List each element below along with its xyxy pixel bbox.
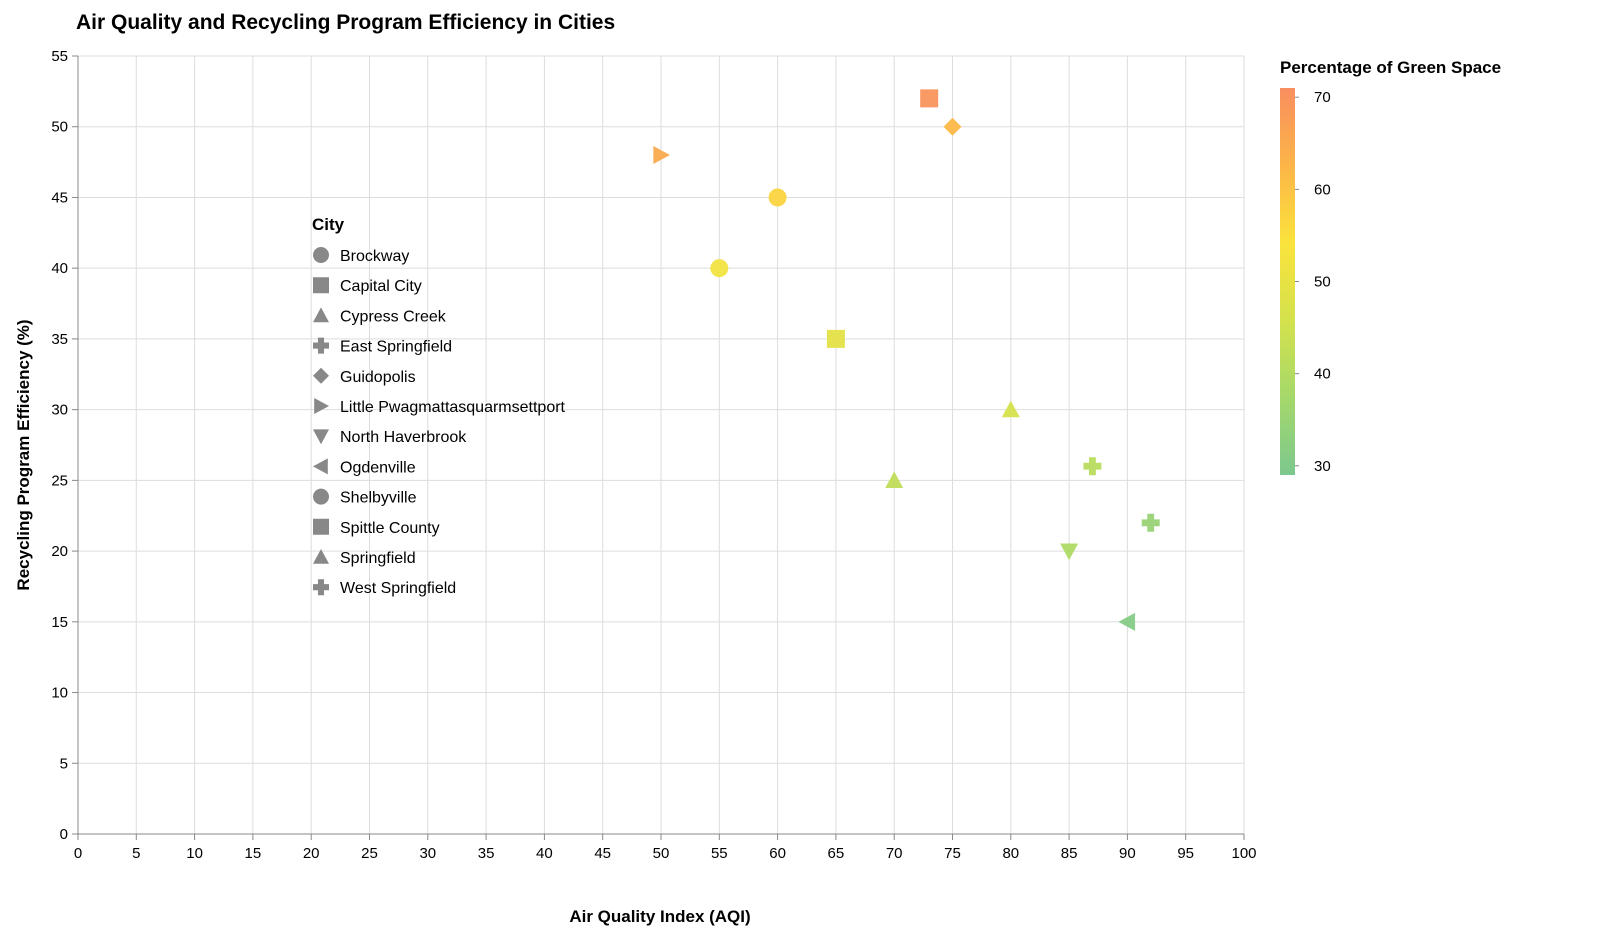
y-tick-label: 0 [60, 826, 68, 843]
data-points [653, 89, 1160, 631]
x-tick-label: 15 [245, 845, 262, 862]
data-point [1001, 400, 1020, 418]
legend-symbol [313, 518, 329, 535]
x-tick-label: 75 [944, 845, 961, 862]
x-tick-label: 20 [303, 845, 320, 862]
legend-symbol [313, 307, 329, 323]
legend-symbol [313, 367, 329, 384]
legend-label: North Haverbrook [340, 429, 467, 446]
data-point [1141, 513, 1160, 532]
legend-symbol [313, 337, 329, 354]
x-tick-label: 5 [132, 845, 140, 862]
legend-symbol [313, 247, 329, 263]
legend-symbol [314, 398, 329, 414]
x-tick-label: 55 [711, 845, 728, 862]
axes: 0 5 10 15 20 25 30 35 40 45 50 55 60 65 70 75 80 85 90 95 10… [51, 48, 1256, 862]
x-axis-title: Air Quality Index (AQI) [569, 907, 750, 926]
y-tick-label: 5 [60, 755, 68, 772]
color-tick-label: 50 [1314, 274, 1331, 291]
data-point [1083, 457, 1102, 476]
legend-label: Springfield [340, 550, 416, 567]
data-point [1060, 543, 1079, 561]
legend-symbol [313, 549, 329, 564]
y-tick-label: 15 [51, 614, 68, 631]
green-space-legend: Percentage of Green Space 30 40 50 60 70 [1280, 58, 1501, 475]
x-tick-label: 30 [419, 845, 436, 862]
color-legend-title: Percentage of Green Space [1280, 58, 1501, 77]
x-tick-label: 85 [1061, 845, 1078, 862]
legend-label: Guidopolis [340, 369, 416, 386]
color-tick-label: 40 [1314, 366, 1331, 383]
y-tick-label: 55 [51, 48, 68, 65]
data-point [943, 117, 962, 136]
legend-label: Little Pwagmattasquarmsettport [340, 399, 566, 416]
data-point [1118, 612, 1136, 631]
x-tick-label: 60 [769, 845, 786, 862]
data-point [885, 471, 904, 489]
chart-title: Air Quality and Recycling Program Effici… [76, 11, 615, 34]
color-tick-label: 30 [1314, 458, 1331, 475]
y-tick-label: 20 [51, 543, 68, 560]
y-tick-label: 10 [51, 685, 68, 702]
color-tick-label: 60 [1314, 181, 1331, 198]
x-tick-label: 90 [1119, 845, 1136, 862]
x-tick-label: 0 [74, 845, 82, 862]
y-axis-title: Recycling Program Efficiency (%) [14, 319, 33, 590]
color-ramp [1280, 88, 1295, 475]
x-tick-label: 40 [536, 845, 553, 862]
legend-symbol [313, 429, 329, 445]
legend-symbol [313, 579, 329, 596]
data-point [653, 146, 670, 165]
y-tick-label: 45 [51, 189, 68, 206]
x-tick-label: 95 [1177, 845, 1194, 862]
y-tick-label: 50 [51, 119, 68, 136]
y-tick-label: 40 [51, 260, 68, 277]
legend-label: Shelbyville [340, 490, 417, 507]
x-tick-label: 65 [828, 845, 845, 862]
legend-label: West Springfield [340, 580, 456, 597]
color-tick-label: 70 [1314, 89, 1331, 106]
x-tick-label: 50 [653, 845, 670, 862]
legend-symbol [313, 458, 328, 475]
legend-label: East Springfield [340, 339, 452, 356]
data-point [826, 329, 845, 348]
y-tick-label: 35 [51, 331, 68, 348]
city-legend: City Brockway Capital City Cypress Creek Eas… [312, 215, 566, 597]
x-tick-label: 10 [186, 845, 203, 862]
x-tick-label: 70 [886, 845, 903, 862]
legend-label: Capital City [340, 278, 422, 295]
x-tick-label: 25 [361, 845, 378, 862]
x-tick-label: 100 [1231, 845, 1256, 862]
data-point [768, 188, 787, 207]
legend-label: Spittle County [340, 520, 440, 537]
data-point [920, 89, 939, 108]
legend-title: City [312, 215, 345, 234]
data-point [710, 259, 729, 278]
x-tick-label: 80 [1002, 845, 1019, 862]
legend-label: Brockway [340, 248, 409, 265]
y-tick-label: 25 [51, 472, 68, 489]
legend-label: Ogdenville [340, 459, 416, 476]
legend-symbol [313, 277, 329, 294]
x-tick-label: 45 [594, 845, 611, 862]
grid [77, 55, 1245, 835]
x-tick-label: 35 [478, 845, 495, 862]
y-tick-label: 30 [51, 402, 68, 419]
legend-label: Cypress Creek [340, 308, 447, 325]
legend-symbol [313, 488, 329, 505]
